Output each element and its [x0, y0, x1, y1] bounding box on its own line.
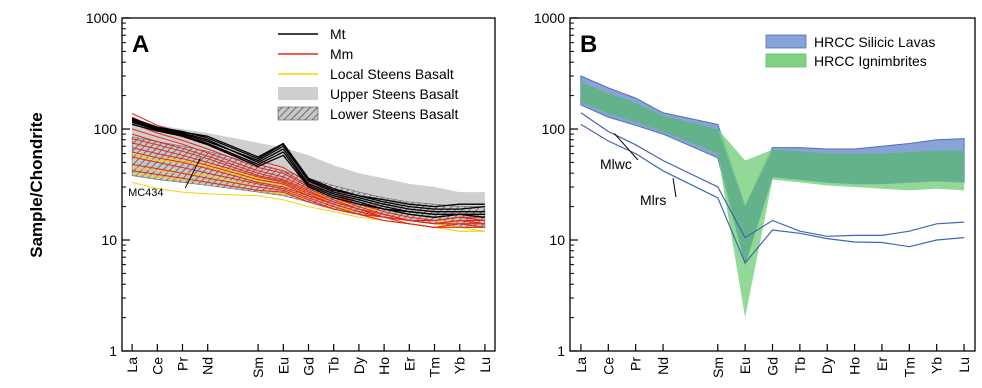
x-tick-label-lu: Lu [956, 357, 972, 373]
legend-label-3: Upper Steens Basalt [330, 86, 459, 102]
mlwc-leader [613, 133, 639, 161]
legend-swatch-0 [765, 34, 807, 49]
legend-label-1: Mm [330, 46, 353, 62]
y-tick-label: 1000 [534, 10, 565, 26]
legend-label-4: Lower Steens Basalt [330, 106, 459, 122]
x-tick-label-tb: Tb [792, 357, 808, 374]
panel-letter: B [580, 31, 597, 58]
panel-b: 1 10 100 1000 La Ce Pr Nd Sm Eu Gd Tb Dy Ho Er Tm Yb Lu B M… [534, 10, 976, 378]
x-tick-label-eu: Eu [737, 357, 753, 374]
x-tick-label-yb: Yb [452, 357, 468, 374]
y-tick-label: 1 [557, 343, 565, 359]
x-tick-label-ho: Ho [376, 357, 392, 375]
legend-label-2: Local Steens Basalt [330, 66, 454, 82]
x-tick-label-yb: Yb [929, 357, 945, 374]
x-tick-label-ce: Ce [149, 357, 165, 375]
legend-swatch-1 [765, 53, 807, 68]
y-axis-title: Sample/Chondrite [27, 112, 46, 257]
mlwc-label: Mlwc [600, 156, 632, 172]
x-tick-label-tm: Tm [427, 357, 443, 377]
legend-label-0: Mt [330, 26, 346, 42]
y-tick-label: 10 [549, 232, 565, 248]
panel-a: 1 10 100 1000 La Ce Pr Nd Sm Eu Gd Tb Dy Ho Er Tm Yb Lu A M… [86, 10, 496, 378]
legend-swatch-3 [278, 87, 318, 100]
x-tick-label-er: Er [874, 357, 890, 371]
mc434-leader [184, 157, 201, 189]
bands-overlap [580, 82, 965, 265]
x-tick-label-tb: Tb [326, 357, 342, 374]
series-line-mlwc [580, 112, 965, 239]
series-line-mlrs [580, 123, 965, 265]
x-tick-label-nd: Nd [655, 357, 671, 375]
x-tick-label-sm: Sm [710, 357, 726, 378]
x-tick-label-pr: Pr [174, 357, 190, 371]
y-tick-label: 10 [101, 232, 117, 248]
x-tick-label-nd: Nd [200, 357, 216, 375]
series-line-mt-5 [131, 123, 485, 218]
y-tick-label: 1 [109, 343, 117, 359]
x-tick-label-gd: Gd [765, 357, 781, 376]
x-tick-label-lu: Lu [477, 357, 493, 373]
plot-area-a [131, 113, 486, 232]
y-tick-label: 100 [94, 121, 118, 137]
series-line-mt-4 [131, 119, 485, 208]
y-tick-label: 1000 [86, 10, 117, 26]
legend-label-1: HRCC Ignimbrites [814, 53, 927, 69]
x-tick-label-eu: Eu [275, 357, 291, 374]
x-tick-label-pr: Pr [628, 357, 644, 371]
x-tick-label-la: La [124, 357, 140, 373]
x-tick-label-ce: Ce [600, 357, 616, 375]
series-line-mm-16 [132, 163, 485, 228]
plot-area-b [580, 75, 965, 318]
mlrs-leader [672, 178, 677, 198]
series-line-mt-1 [131, 120, 485, 213]
series-line-mt-3 [131, 121, 485, 216]
mc434-label: MC434 [128, 187, 163, 199]
panel-letter: A [132, 31, 149, 58]
y-tick-label: 100 [542, 121, 566, 137]
x-tick-label-ho: Ho [847, 357, 863, 375]
x-tick-label-tm: Tm [901, 357, 917, 377]
legend-swatch-4 [277, 106, 319, 121]
x-tick-label-sm: Sm [250, 357, 266, 378]
x-tick-label-er: Er [401, 357, 417, 371]
series-line-mm-17 [132, 170, 485, 221]
x-tick-label-dy: Dy [819, 357, 835, 374]
legend-label-0: HRCC Silicic Lavas [814, 34, 935, 50]
mlrs-label: Mlrs [640, 192, 666, 208]
x-tick-label-gd: Gd [301, 357, 317, 376]
x-tick-label-dy: Dy [351, 357, 367, 374]
x-tick-label-la: La [573, 357, 589, 373]
series-line-mm-14 [131, 151, 485, 225]
